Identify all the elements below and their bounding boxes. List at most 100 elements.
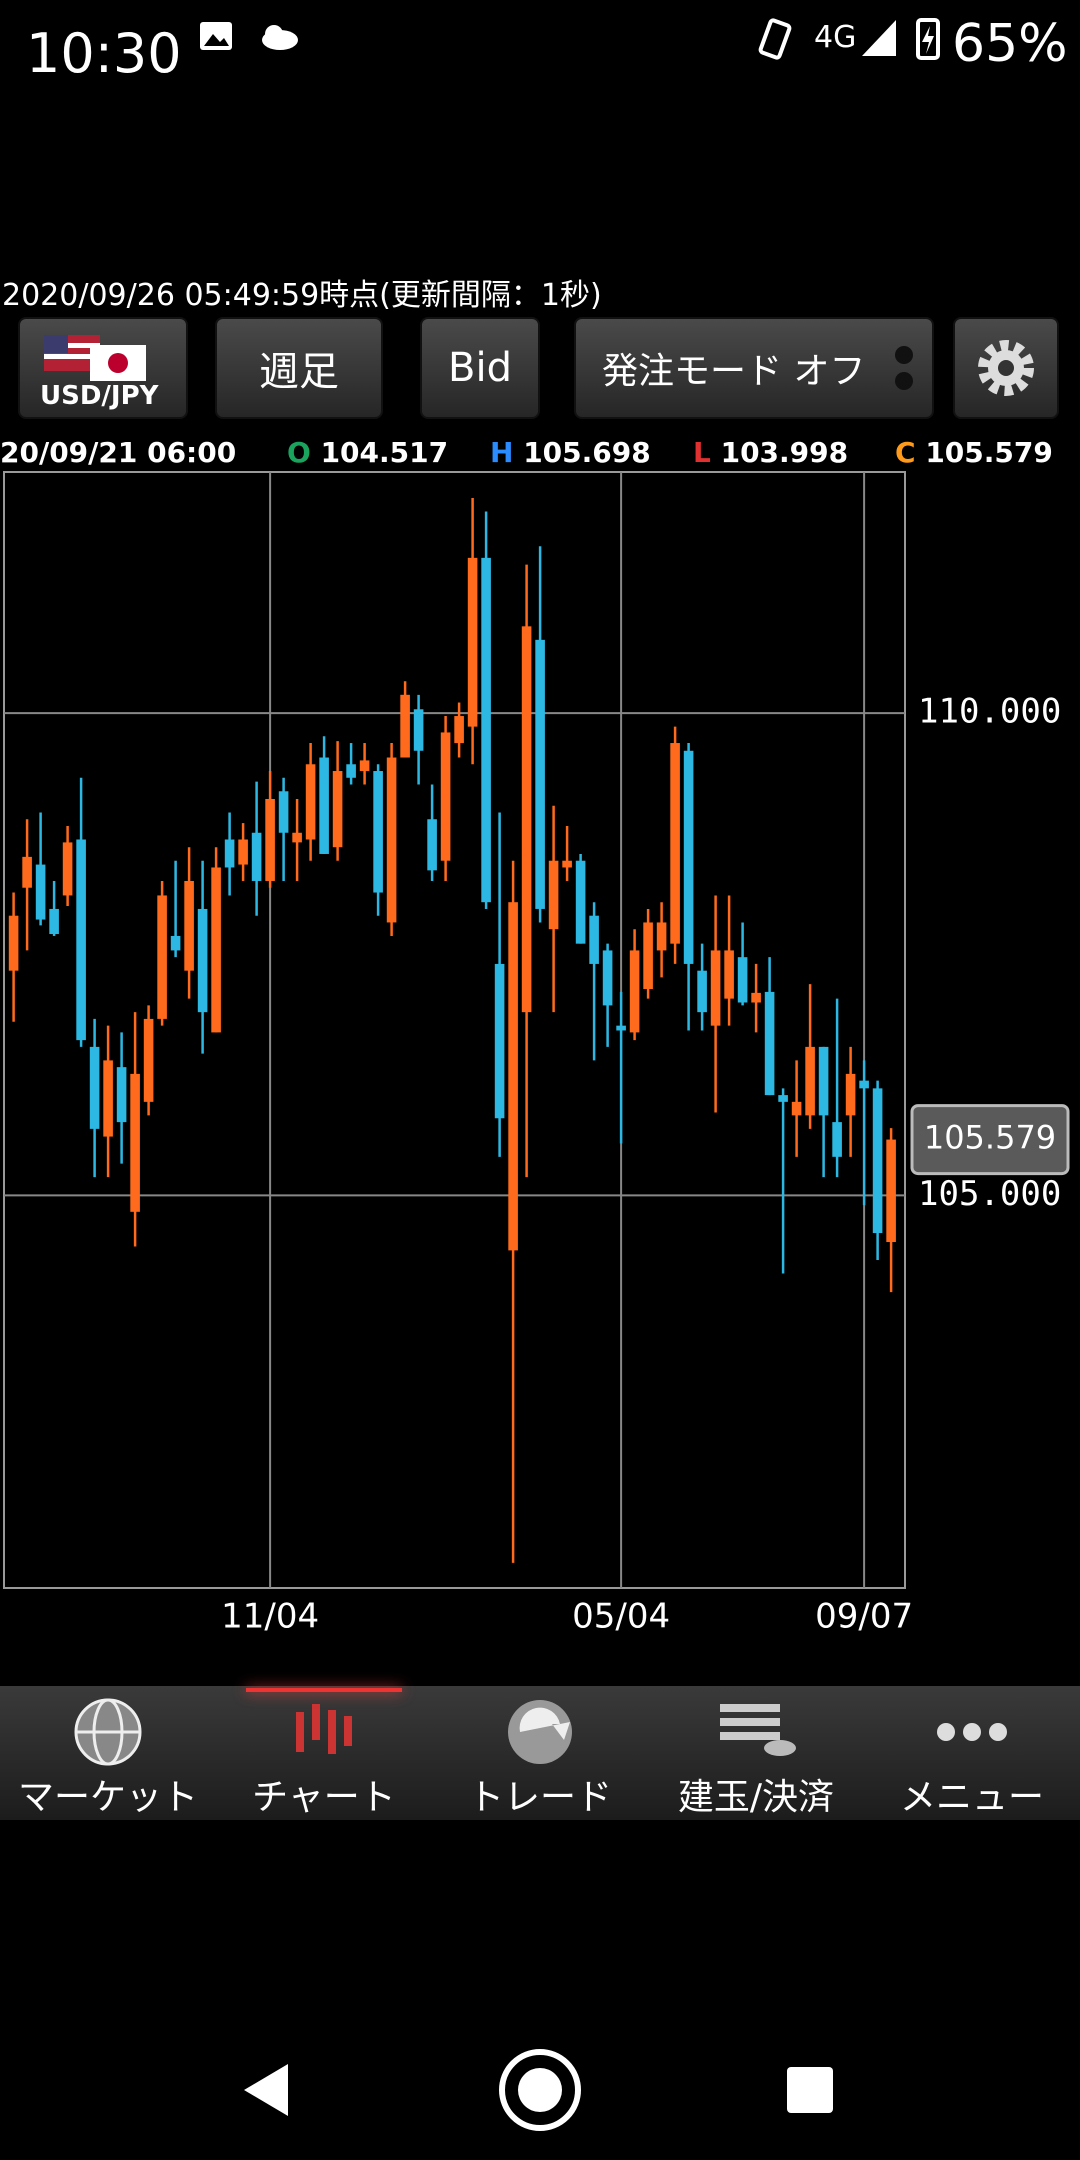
y-tick-label: 110.000 (918, 692, 1061, 732)
candle-body (292, 832, 302, 843)
candle-body (737, 957, 748, 1003)
candle-body (265, 798, 275, 881)
candle-body (832, 1122, 842, 1157)
candle-body (184, 880, 194, 971)
tab-icon (508, 1700, 572, 1764)
candle-body (724, 950, 734, 999)
home-button[interactable] (499, 2049, 581, 2131)
candle-body (35, 864, 46, 920)
clock: 10:30 (26, 22, 182, 85)
candle-body (386, 757, 397, 923)
nav-tab[interactable]: チャート (216, 1688, 432, 1818)
timestamp: 2020/09/26 05:49:59時点(更新間隔：1秒) (2, 278, 602, 313)
back-button[interactable] (244, 2064, 288, 2116)
candle-body (521, 626, 532, 1013)
candle-body (346, 764, 356, 778)
plot-frame (3, 471, 906, 1589)
close-value: 105.579 (925, 436, 1053, 469)
candle-body (305, 764, 316, 840)
candle-body (845, 1073, 856, 1116)
settings-button[interactable] (953, 317, 1059, 419)
nav-tab[interactable]: メニュー (864, 1688, 1080, 1818)
period-label: 週足 (259, 349, 339, 395)
candle-body (791, 1101, 802, 1116)
candle-body (49, 908, 59, 935)
candle-body (683, 750, 694, 964)
ohlc-low: L 103.998 (693, 436, 848, 469)
candle-body (332, 771, 343, 848)
low-label: L (693, 436, 711, 469)
candle-body (656, 922, 667, 951)
tab-label: マーケット (17, 1777, 198, 1818)
candle-body (643, 922, 653, 990)
candle-body (589, 915, 599, 964)
battery: 65% (952, 14, 1068, 74)
candle-body (170, 935, 181, 951)
chart[interactable]: 105.000 110.000 11/04 05/04 09/07 105.579 (0, 0, 1080, 1660)
candle-body (103, 1060, 113, 1137)
tab-label: メニュー (899, 1777, 1044, 1818)
candle-body (116, 1067, 127, 1123)
candle-body (400, 694, 410, 758)
system-nav (244, 2049, 833, 2131)
candle-body (251, 832, 262, 881)
candle-body (211, 867, 221, 1033)
status-icons (200, 22, 298, 50)
recents-button[interactable] (787, 2067, 833, 2113)
candle-body (562, 860, 572, 868)
candle-body (481, 557, 491, 903)
pair-button[interactable]: USD/JPY (18, 317, 188, 419)
x-tick-label: 05/04 (572, 1597, 670, 1637)
candle-body (494, 963, 505, 1119)
price-type-button[interactable]: Bid (420, 317, 540, 419)
order-mode-label: 発注モード オフ (602, 351, 866, 392)
candle-body (670, 743, 680, 944)
candle-body (778, 1095, 788, 1102)
low-value: 103.998 (720, 436, 849, 469)
candle-body (751, 992, 761, 1003)
candle-body (535, 639, 545, 909)
candle-body (697, 970, 707, 1013)
period-button[interactable]: 週足 (215, 317, 383, 419)
candle-body (278, 791, 289, 833)
candle-body (859, 1080, 869, 1089)
nfc-icon (758, 18, 792, 60)
gear-icon (978, 340, 1034, 396)
candle-body (548, 860, 559, 930)
candle-body (710, 950, 721, 1026)
order-mode-button[interactable]: 発注モード オフ (574, 317, 934, 419)
nav-tab[interactable]: 建玉/決済 (648, 1688, 864, 1818)
nav-tab[interactable]: マーケット (0, 1688, 216, 1818)
network: 4G (814, 20, 857, 55)
candle-body (143, 1018, 154, 1102)
candle-body (76, 839, 86, 1041)
candle-body (238, 839, 248, 865)
candle-body (508, 902, 518, 1251)
open-value: 104.517 (320, 436, 449, 469)
last-price-badge: 105.579 (910, 1104, 1070, 1176)
candle-body (359, 760, 370, 772)
close-label: C (895, 436, 916, 469)
x-tick-label: 09/07 (815, 1597, 913, 1637)
candle-body (575, 860, 586, 944)
high-value: 105.698 (523, 436, 651, 469)
ohlc-close: C 105.579 (895, 436, 1053, 469)
candle-body (197, 908, 208, 1013)
active-indicator (246, 1688, 402, 1692)
nav-tab[interactable]: トレード (432, 1688, 648, 1818)
candle-body (157, 895, 167, 1019)
candle-body (629, 950, 640, 1033)
toggle (895, 346, 913, 390)
candle-body (454, 716, 464, 744)
high-label: H (490, 436, 514, 469)
candle-body (413, 709, 424, 751)
candle-body (130, 1073, 140, 1212)
candle-body (427, 819, 437, 871)
tab-icon (74, 1698, 142, 1766)
ohlc-open: O 104.517 (287, 436, 448, 469)
candle-body (319, 757, 329, 854)
last-price-box (910, 1104, 1070, 1176)
candle-body (22, 856, 32, 888)
